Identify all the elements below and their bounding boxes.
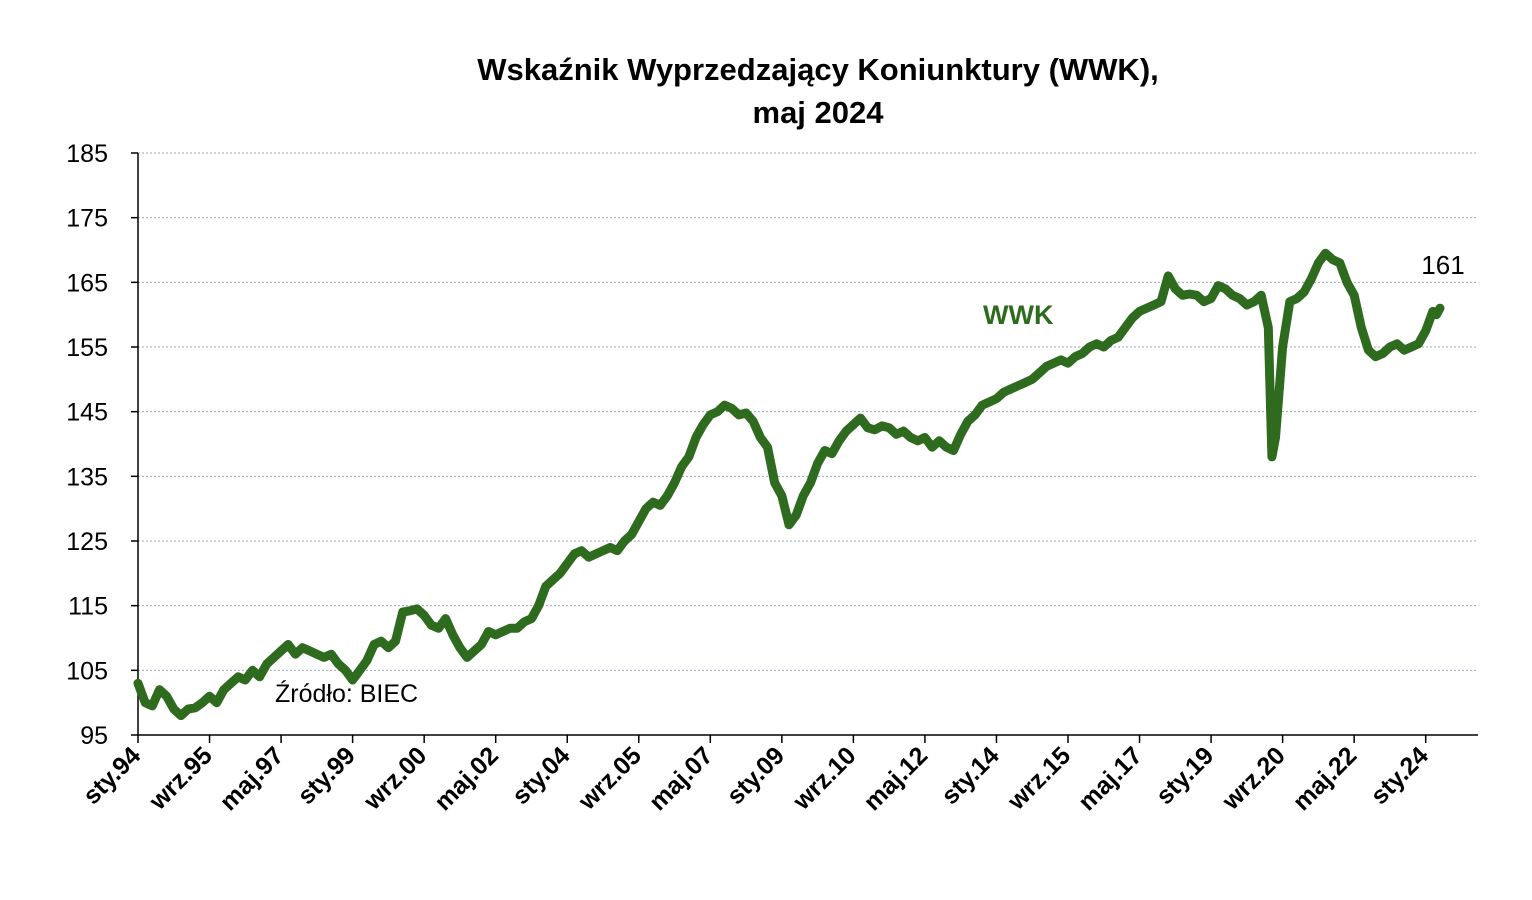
x-tick-label-wrz.20: wrz.20 xyxy=(1216,741,1291,816)
y-axis-ticks: 95 105 115 125 135 145 155 165 175 185 xyxy=(66,140,138,750)
x-tick-label-maj.17: maj.17 xyxy=(1073,741,1148,816)
x-tick-label-sty.14: sty.14 xyxy=(936,741,1005,810)
gridlines xyxy=(138,152,1478,671)
x-tick-label-wrz.10: wrz.10 xyxy=(787,741,862,816)
x-tick-label-wrz.05: wrz.05 xyxy=(572,741,647,816)
y-tick-label-145: 145 xyxy=(66,399,108,427)
x-tick-label-wrz.00: wrz.00 xyxy=(358,741,433,816)
y-tick-label-105: 105 xyxy=(66,657,108,685)
chart-title-line-2: maj 2024 xyxy=(753,95,885,130)
y-tick-label-185: 185 xyxy=(66,140,108,168)
x-tick-label-sty.04: sty.04 xyxy=(507,741,576,810)
y-tick-label-175: 175 xyxy=(66,205,108,233)
y-tick-label-115: 115 xyxy=(68,593,108,621)
chart-title-line-1: Wskaźnik Wyprzedzający Koniunktury (WWK)… xyxy=(477,52,1159,87)
x-tick-label-sty.09: sty.09 xyxy=(721,741,790,810)
x-tick-label-maj.02: maj.02 xyxy=(429,741,504,816)
source-note: Źródło: BIEC xyxy=(275,679,418,708)
last-value-label: 161 xyxy=(1421,250,1464,280)
y-tick-label-165: 165 xyxy=(66,269,108,297)
y-tick-label-95: 95 xyxy=(80,722,108,750)
axes xyxy=(137,153,1478,736)
x-tick-label-sty.94: sty.94 xyxy=(78,741,147,810)
x-tick-label-wrz.15: wrz.15 xyxy=(1002,741,1077,816)
x-tick-label-maj.12: maj.12 xyxy=(858,741,933,816)
y-tick-label-125: 125 xyxy=(66,528,108,556)
series-label-wwk: WWK xyxy=(983,300,1054,330)
x-tick-label-wrz.95: wrz.95 xyxy=(143,741,218,816)
series-group xyxy=(133,248,1445,721)
y-tick-label-155: 155 xyxy=(66,334,108,362)
x-tick-label-maj.97: maj.97 xyxy=(214,741,289,816)
x-tick-label-maj.07: maj.07 xyxy=(644,741,719,816)
x-tick-label-sty.19: sty.19 xyxy=(1151,741,1220,810)
x-tick-label-sty.99: sty.99 xyxy=(292,741,361,810)
x-tick-label-maj.22: maj.22 xyxy=(1288,741,1363,816)
x-tick-label-sty.24: sty.24 xyxy=(1365,741,1434,810)
series-line-wwk xyxy=(133,248,1445,721)
y-tick-label-135: 135 xyxy=(66,463,108,491)
